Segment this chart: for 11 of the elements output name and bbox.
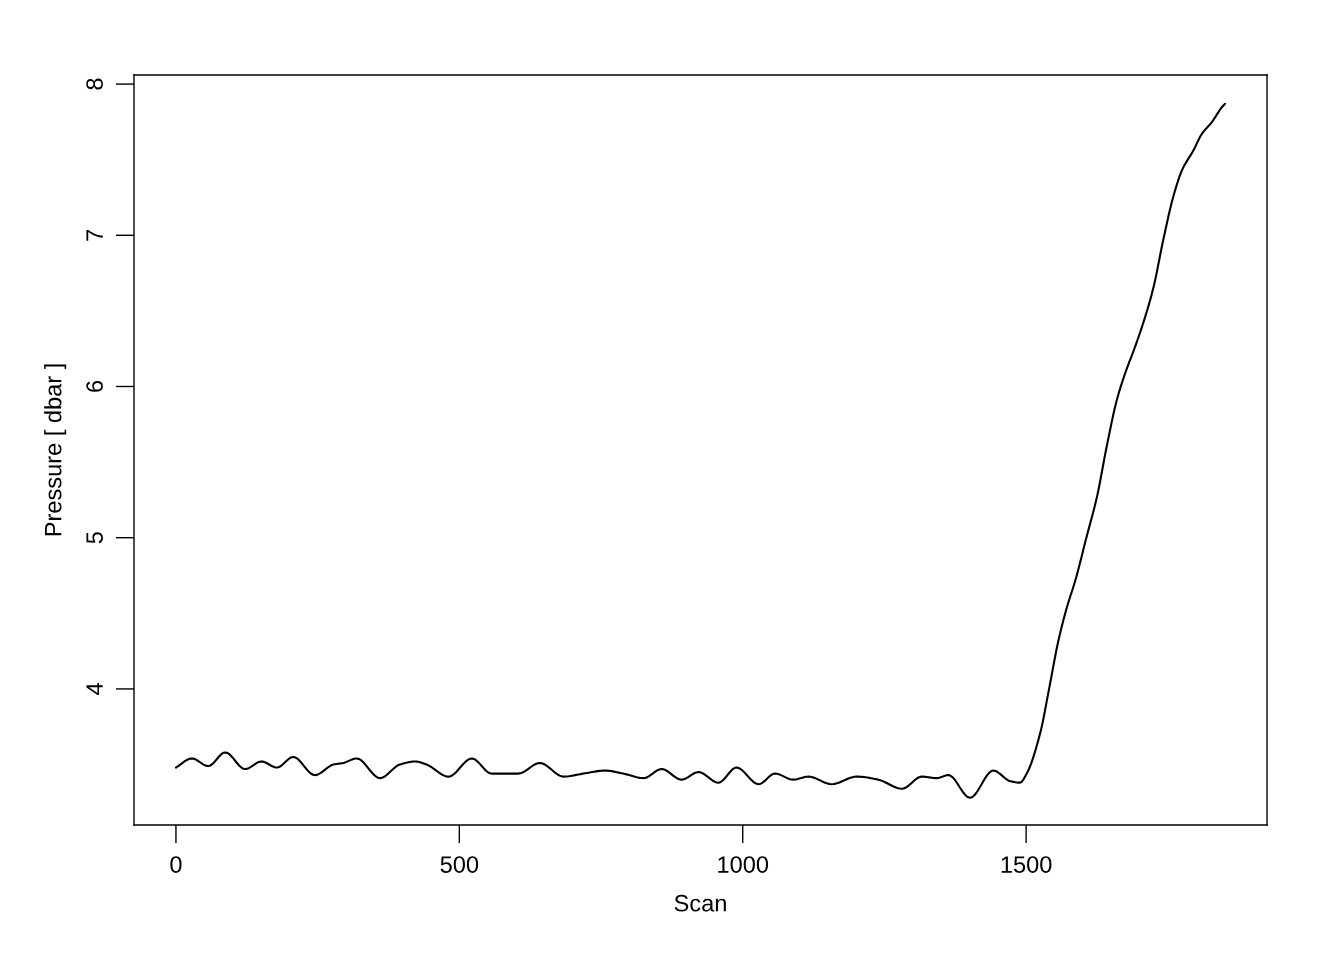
y-tick-label: 5: [86, 532, 103, 544]
y-tick-label: 8: [86, 78, 103, 90]
y-tick-label: 6: [86, 380, 103, 392]
x-tick-label: 1500: [1001, 856, 1052, 873]
y-tick-label: 4: [86, 683, 103, 695]
y-tick-label: 7: [86, 229, 103, 241]
x-tick-label: 500: [440, 856, 479, 873]
x-tick-label: 0: [170, 856, 182, 873]
y-axis-title: Pressure [ dbar ]: [44, 364, 67, 536]
x-tick-label: 1000: [718, 856, 769, 873]
x-axis-title: Scan: [674, 894, 726, 912]
